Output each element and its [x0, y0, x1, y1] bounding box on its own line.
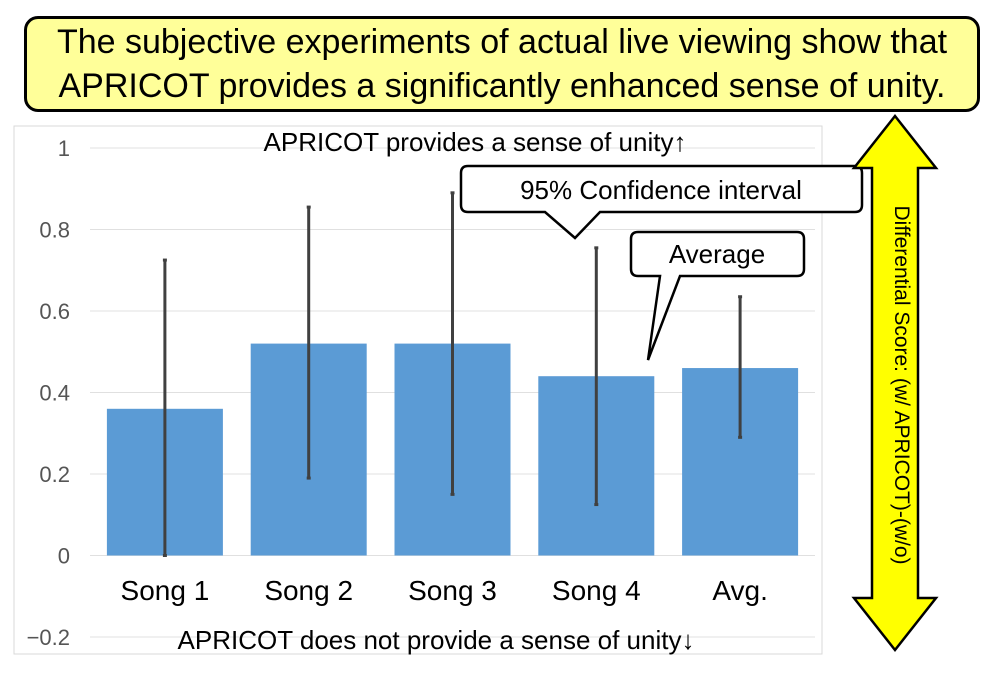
- error-bars: [162, 191, 743, 557]
- ci-callout: 95% Confidence interval: [459, 164, 864, 240]
- average-callout-bubble: [629, 230, 806, 361]
- category-label: Song 3: [408, 575, 497, 606]
- category-label: Song 4: [552, 575, 641, 606]
- y-tick-label: 0.4: [39, 381, 70, 406]
- y-tick-labels: 1 0.8 0.6 0.4 0.2 0 −0.2: [27, 136, 70, 650]
- double-arrow-shape: [851, 113, 939, 653]
- y-tick-label: 0.8: [39, 218, 70, 243]
- y-axis-label: Differential Score: (w/ APRICOT)-(w/o): [890, 205, 913, 564]
- title-line-2: APRICOT provides a significantly enhance…: [58, 67, 946, 105]
- average-callout-label: Average: [669, 239, 765, 269]
- y-tick-label: 0.6: [39, 299, 70, 324]
- y-tick-label: −0.2: [27, 625, 70, 650]
- y-tick-label: 0.2: [39, 462, 70, 487]
- title-line-1: The subjective experiments of actual liv…: [56, 23, 948, 61]
- y-tick-label: 0: [58, 544, 70, 569]
- average-callout: Average: [629, 230, 806, 361]
- category-label: Song 1: [121, 575, 210, 606]
- category-label: Song 2: [264, 575, 353, 606]
- plot-area-border: [13, 125, 823, 655]
- title-banner: The subjective experiments of actual liv…: [24, 16, 980, 112]
- category-label: Avg.: [712, 575, 768, 606]
- category-labels: Song 1 Song 2 Song 3 Song 4 Avg.: [121, 575, 768, 606]
- bottom-annotation: APRICOT does not provide a sense of unit…: [178, 625, 695, 655]
- y-tick-label: 1: [58, 136, 70, 161]
- ci-callout-label: 95% Confidence interval: [520, 175, 802, 205]
- top-annotation: APRICOT provides a sense of unity↑: [264, 127, 687, 157]
- ci-callout-bubble: [459, 164, 864, 240]
- differential-score-arrow: Differential Score: (w/ APRICOT)-(w/o): [851, 113, 939, 653]
